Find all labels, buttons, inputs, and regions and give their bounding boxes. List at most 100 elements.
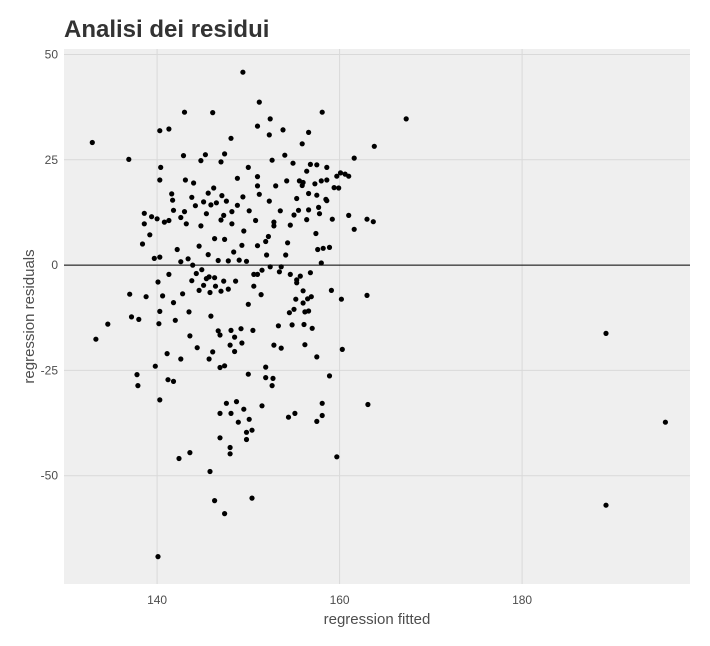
data-point-152 xyxy=(256,99,262,105)
data-point-106 xyxy=(225,286,231,292)
data-point-68 xyxy=(201,282,207,288)
data-point-248 xyxy=(346,212,352,218)
data-point-2 xyxy=(105,321,111,327)
data-point-234 xyxy=(324,198,330,204)
data-point-227 xyxy=(318,260,324,266)
data-point-200 xyxy=(300,179,306,186)
data-point-142 xyxy=(250,327,256,333)
data-point-239 xyxy=(329,216,335,222)
data-point-254 xyxy=(365,401,371,408)
data-point-226 xyxy=(318,178,324,184)
data-point-112 xyxy=(228,410,234,416)
data-points xyxy=(89,69,669,560)
chart-title: Analisi dei residui xyxy=(64,16,269,43)
data-point-242 xyxy=(334,173,340,179)
data-point-76 xyxy=(207,289,213,296)
data-point-7 xyxy=(135,383,141,389)
data-point-165 xyxy=(269,157,275,163)
data-point-202 xyxy=(300,288,306,294)
data-point-191 xyxy=(293,296,299,302)
data-point-36 xyxy=(170,378,177,384)
data-point-21 xyxy=(157,254,163,260)
y-tick-label: -25 xyxy=(41,363,59,377)
data-point-235 xyxy=(324,164,330,170)
data-point-45 xyxy=(180,291,186,297)
data-point-138 xyxy=(245,371,251,377)
data-point-56 xyxy=(189,194,195,200)
data-point-131 xyxy=(241,228,247,234)
data-point-249 xyxy=(346,173,352,179)
data-point-256 xyxy=(371,143,377,149)
data-point-79 xyxy=(208,202,214,208)
data-point-193 xyxy=(294,195,300,202)
data-point-223 xyxy=(315,246,321,253)
data-point-123 xyxy=(235,419,241,425)
x-axis-label: regression fitted xyxy=(324,611,431,628)
data-point-216 xyxy=(309,325,315,331)
data-point-144 xyxy=(251,271,257,277)
data-point-0 xyxy=(89,139,95,146)
data-point-77 xyxy=(207,468,213,475)
data-point-161 xyxy=(266,132,272,138)
data-point-86 xyxy=(212,283,219,289)
data-point-89 xyxy=(215,257,221,264)
data-point-203 xyxy=(301,321,307,328)
data-point-240 xyxy=(331,185,337,191)
data-point-143 xyxy=(251,283,257,289)
data-point-61 xyxy=(194,345,200,351)
y-axis-label: regression residuals xyxy=(21,249,38,383)
data-point-118 xyxy=(232,348,238,355)
data-point-178 xyxy=(282,152,288,158)
data-point-5 xyxy=(128,314,135,320)
data-point-233 xyxy=(324,177,330,183)
data-point-10 xyxy=(141,221,147,227)
data-point-109 xyxy=(227,444,233,451)
data-point-169 xyxy=(271,219,277,225)
data-point-96 xyxy=(218,288,224,294)
data-point-257 xyxy=(403,116,409,122)
data-point-238 xyxy=(328,287,334,293)
data-point-62 xyxy=(196,243,202,249)
data-point-181 xyxy=(285,240,291,246)
data-point-38 xyxy=(170,207,177,213)
y-tick-label: 50 xyxy=(45,48,59,62)
data-point-243 xyxy=(336,185,342,191)
data-point-190 xyxy=(292,410,298,416)
data-point-209 xyxy=(306,190,312,197)
data-point-183 xyxy=(286,310,292,316)
data-point-198 xyxy=(299,141,305,147)
data-point-134 xyxy=(243,429,250,435)
data-point-99 xyxy=(221,278,227,284)
data-point-187 xyxy=(290,160,296,166)
data-point-27 xyxy=(160,293,166,299)
data-point-236 xyxy=(326,373,333,379)
data-point-231 xyxy=(320,245,326,251)
data-point-97 xyxy=(219,193,225,199)
data-point-182 xyxy=(285,414,292,420)
data-point-250 xyxy=(351,155,357,161)
data-point-133 xyxy=(243,258,250,264)
data-point-129 xyxy=(240,69,246,75)
data-point-259 xyxy=(603,502,609,508)
data-point-175 xyxy=(278,345,284,351)
data-point-105 xyxy=(223,198,229,204)
data-point-84 xyxy=(212,275,218,281)
data-point-55 xyxy=(189,278,195,284)
data-point-206 xyxy=(304,168,310,174)
data-point-92 xyxy=(217,410,223,416)
data-point-140 xyxy=(249,495,255,501)
y-axis-ticks: 50 25 0 -25 -50 xyxy=(41,48,59,483)
data-point-11 xyxy=(141,210,147,216)
data-point-37 xyxy=(170,300,177,306)
data-point-246 xyxy=(339,346,345,352)
data-point-107 xyxy=(225,258,231,264)
data-point-157 xyxy=(263,375,269,381)
data-point-136 xyxy=(245,164,251,170)
data-point-224 xyxy=(316,204,322,210)
data-point-58 xyxy=(191,180,197,186)
data-point-155 xyxy=(259,267,265,273)
data-point-73 xyxy=(205,252,211,258)
data-point-113 xyxy=(228,135,234,141)
data-point-174 xyxy=(277,208,283,214)
